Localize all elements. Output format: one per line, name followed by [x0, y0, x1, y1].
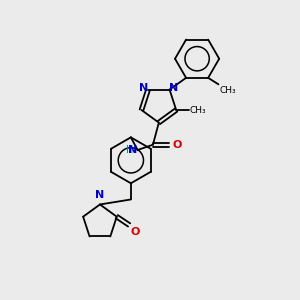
Text: O: O: [172, 140, 182, 150]
Text: O: O: [130, 227, 140, 237]
Text: CH₃: CH₃: [220, 85, 236, 94]
Text: H: H: [125, 145, 133, 155]
Text: CH₃: CH₃: [190, 106, 206, 115]
Text: N: N: [95, 190, 104, 200]
Text: N: N: [128, 145, 137, 155]
Text: N: N: [140, 83, 148, 93]
Text: N: N: [169, 83, 178, 93]
